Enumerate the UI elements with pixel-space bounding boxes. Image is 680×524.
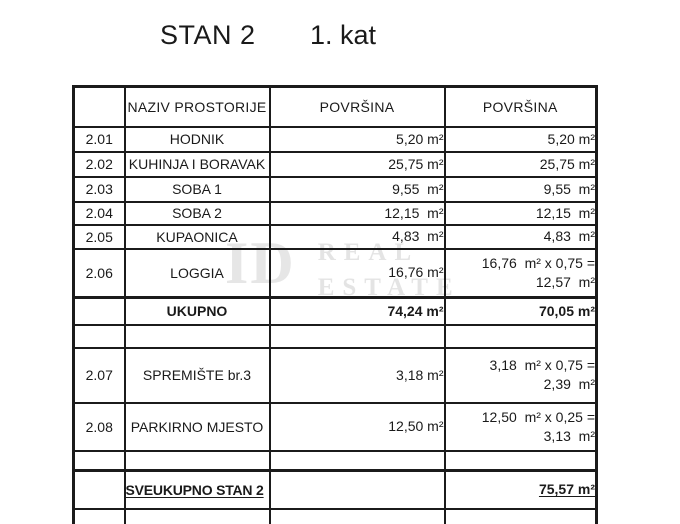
area-value: 25,75 m²	[268, 150, 446, 178]
apartment-title: STAN 2	[160, 20, 256, 50]
empty-cell	[268, 507, 446, 524]
room-name: SOBA 2	[123, 200, 271, 226]
header-empty	[72, 85, 126, 128]
row-id: 2.07	[72, 346, 126, 404]
empty-cell	[72, 323, 126, 349]
empty-cell	[268, 449, 446, 472]
reduced-area-value: 12,50 m² x 0,25 = 3,13 m²	[443, 401, 598, 452]
reduced-area-value: 9,55 m²	[443, 175, 598, 203]
grand-total-value: 75,57 m²	[443, 469, 598, 510]
spacer-row	[72, 449, 598, 472]
total-area-value: 74,24 m²	[268, 296, 446, 326]
row-id: 2.08	[72, 401, 126, 452]
table-row: 2.05 KUPAONICA 4,83 m² 4,83 m²	[72, 223, 598, 250]
empty-cell	[123, 507, 271, 524]
row-id: 2.06	[72, 247, 126, 299]
table-row: 2.01 HODNIK 5,20 m² 5,20 m²	[72, 125, 598, 153]
empty-cell	[123, 449, 271, 472]
area-value: 9,55 m²	[268, 175, 446, 203]
table-row: 2.07 SPREMIŠTE br.3 3,18 m² 3,18 m² x 0,…	[72, 346, 598, 404]
empty-cell	[443, 449, 598, 472]
empty-cell	[72, 449, 126, 472]
grand-total-row: SVEUKUPNO STAN 2 75,57 m²	[72, 469, 598, 510]
reduced-area-value: 3,18 m² x 0,75 = 2,39 m²	[443, 346, 598, 404]
empty-cell	[268, 469, 446, 510]
floor-label: 1. kat	[310, 20, 377, 50]
room-name: KUPAONICA	[123, 223, 271, 250]
area-value: 16,76 m²	[268, 247, 446, 299]
grand-total-label: SVEUKUPNO STAN 2	[123, 469, 271, 510]
area-value: 4,83 m²	[268, 223, 446, 250]
empty-cell	[72, 507, 126, 524]
table-row: 2.06 LOGGIA 16,76 m² 16,76 m² x 0,75 = 1…	[72, 247, 598, 299]
room-name: PARKIRNO MJESTO	[123, 401, 271, 452]
row-id	[72, 296, 126, 326]
reduced-area-value: 4,83 m²	[443, 223, 598, 250]
empty-cell	[268, 323, 446, 349]
reduced-area-value: 5,20 m²	[443, 125, 598, 153]
total-label: UKUPNO	[123, 296, 271, 326]
table-header-row: NAZIV PROSTORIJE POVRŠINA POVRŠINA	[72, 85, 598, 128]
row-id: 2.04	[72, 200, 126, 226]
total-row: UKUPNO 74,24 m² 70,05 m²	[72, 296, 598, 326]
area-value: 5,20 m²	[268, 125, 446, 153]
area-value: 3,18 m²	[268, 346, 446, 404]
header-area: POVRŠINA	[268, 85, 446, 128]
reduced-area-value: 12,15 m²	[443, 200, 598, 226]
area-value: 12,50 m²	[268, 401, 446, 452]
empty-cell	[443, 507, 598, 524]
page-title: STAN 2 1. kat	[0, 20, 680, 56]
row-id: 2.05	[72, 223, 126, 250]
header-room-name: NAZIV PROSTORIJE	[123, 85, 271, 128]
reduced-area-value: 25,75 m²	[443, 150, 598, 178]
empty-cell	[123, 323, 271, 349]
area-value: 12,15 m²	[268, 200, 446, 226]
spacer-row	[72, 507, 598, 524]
table-row: 2.02 KUHINJA I BORAVAK 25,75 m² 25,75 m²	[72, 150, 598, 178]
total-reduced-area-value: 70,05 m²	[443, 296, 598, 326]
row-id	[72, 469, 126, 510]
room-name: HODNIK	[123, 125, 271, 153]
room-name: SOBA 1	[123, 175, 271, 203]
reduced-area-value: 16,76 m² x 0,75 = 12,57 m²	[443, 247, 598, 299]
spacer-row	[72, 323, 598, 349]
header-reduced-area: POVRŠINA	[443, 85, 598, 128]
table-row: 2.03 SOBA 1 9,55 m² 9,55 m²	[72, 175, 598, 203]
table-row: 2.08 PARKIRNO MJESTO 12,50 m² 12,50 m² x…	[72, 401, 598, 452]
empty-cell	[443, 323, 598, 349]
area-table: NAZIV PROSTORIJE POVRŠINA POVRŠINA 2.01 …	[72, 85, 598, 524]
row-id: 2.02	[72, 150, 126, 178]
row-id: 2.03	[72, 175, 126, 203]
table-row: 2.04 SOBA 2 12,15 m² 12,15 m²	[72, 200, 598, 226]
room-name: SPREMIŠTE br.3	[123, 346, 271, 404]
room-name: KUHINJA I BORAVAK	[123, 150, 271, 178]
row-id: 2.01	[72, 125, 126, 153]
room-name: LOGGIA	[123, 247, 271, 299]
